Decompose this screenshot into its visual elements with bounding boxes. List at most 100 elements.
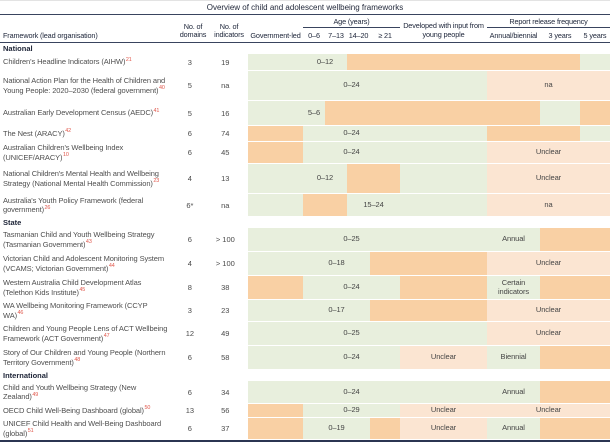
framework-name-text: Australia's Youth Policy Framework (fede…: [3, 195, 144, 214]
indicators-value: 38: [221, 283, 230, 292]
table-title: Overview of child and adolescent wellbei…: [0, 1, 610, 15]
table-row: National Children's Mental Health and We…: [0, 164, 610, 193]
cell-no: [540, 346, 610, 369]
cell-yes: 0–25: [303, 228, 400, 251]
cell-yes: [248, 346, 303, 369]
domains-value: 6: [187, 235, 192, 244]
cell-yes: 5–6: [303, 101, 325, 125]
cell-no: [248, 142, 303, 163]
cell-unclear: Unclear: [487, 252, 610, 275]
cell-yes: 0–24: [303, 126, 400, 141]
cell-yes: 0–24: [303, 381, 400, 403]
domains-value: 6: [187, 353, 192, 362]
reference-link[interactable]: 51: [27, 428, 34, 434]
indicators-value: 16: [221, 108, 230, 118]
reference-link[interactable]: 43: [85, 239, 92, 245]
column-gap: [240, 252, 244, 275]
reference-link[interactable]: 47: [103, 333, 110, 339]
reference-link[interactable]: 45: [79, 287, 86, 293]
cell-unclear: Unclear: [400, 404, 487, 417]
indicators-value: 19: [221, 57, 230, 67]
indicators-value: 74: [221, 129, 230, 138]
column-gap: [240, 164, 244, 193]
framework-name: Western Australia Child Development Atla…: [0, 276, 169, 299]
cell-yes: 0–18: [303, 252, 370, 275]
reference-link[interactable]: 41: [153, 107, 160, 114]
indicators-value: 23: [221, 306, 230, 315]
cell-no: [540, 228, 610, 251]
age-sub-columns: 0–6 7–13 14–20 ≥ 21: [303, 28, 400, 42]
indicators-value: 13: [221, 174, 230, 183]
domains-value: 13: [185, 406, 195, 415]
cell-yes: Annual: [487, 381, 540, 403]
reference-link[interactable]: 40: [158, 85, 165, 91]
reference-link[interactable]: 26: [44, 204, 51, 211]
column-gap: [240, 126, 244, 141]
domains-value: 8: [187, 283, 192, 292]
column-gap: [240, 194, 244, 216]
framework-name-text: Australian Early Development Census (AED…: [3, 107, 160, 118]
framework-name: Story of Our Children and Young People (…: [0, 346, 169, 369]
column-gap: [240, 228, 244, 251]
report-sub-columns: Annual/biennial 3 years 5 years: [487, 28, 610, 42]
cell-yes: [248, 228, 303, 251]
reference-link[interactable]: 50: [144, 405, 151, 412]
table-header-row: Framework (lead organisation) No. of dom…: [0, 15, 610, 43]
col-header-framework: Framework (lead organisation): [3, 31, 98, 40]
row-band: 5–6: [248, 101, 610, 125]
indicators-value: 58: [221, 353, 230, 362]
cell-unclear: Unclear: [400, 418, 487, 439]
framework-name: Australia's Youth Policy Framework (fede…: [0, 194, 169, 216]
cell-yes: 0–24: [303, 71, 400, 100]
framework-name-text: The Nest (ARACY)42: [3, 128, 72, 138]
col-header-age-14-20: 14–20: [348, 31, 369, 40]
row-band: 0–19 Unclear Annual: [248, 418, 610, 439]
cell-yes: [400, 322, 487, 345]
table-row: National Action Plan for the Health of C…: [0, 71, 610, 100]
table-bottom-border: [0, 440, 610, 442]
reference-link[interactable]: 48: [74, 357, 81, 363]
reference-link[interactable]: 44: [108, 263, 115, 269]
cell-no: [540, 276, 610, 299]
reference-link[interactable]: 46: [17, 310, 24, 316]
domains-value: 6: [187, 424, 192, 433]
cell-yes: Annual: [487, 228, 540, 251]
domains-value: 3: [187, 57, 192, 67]
reference-link[interactable]: 42: [65, 128, 72, 135]
cell-no: [370, 418, 400, 439]
framework-name-text: Story of Our Children and Young People (…: [3, 348, 166, 367]
cell-yes: 15–24: [347, 194, 400, 216]
row-band: 0–29 Unclear Unclear: [248, 404, 610, 417]
reference-link[interactable]: 21: [125, 56, 132, 63]
col-header-domains-line1: No. of: [183, 21, 203, 31]
row-band: 0–12: [248, 54, 610, 70]
row-band: 0–24 na: [248, 71, 610, 100]
reference-link[interactable]: 10: [62, 152, 69, 158]
framework-name: Australian Early Development Census (AED…: [0, 101, 169, 125]
table-body: National Children's Headline Indicators (…: [0, 43, 610, 439]
cell-yes: [540, 101, 580, 125]
indicators-value: > 100: [215, 259, 235, 268]
framework-name-text: National Children's Mental Health and We…: [3, 169, 160, 188]
cell-yes: Certain indicators: [487, 276, 540, 299]
table-row: Child and Youth Wellbeing Strategy (New …: [0, 381, 610, 403]
domains-value: 12: [185, 329, 195, 338]
row-band: 0–18 Unclear: [248, 252, 610, 275]
cell-yes: 0–25: [303, 322, 400, 345]
cell-yes: 0–17: [303, 300, 370, 321]
table-row: The Nest (ARACY)42 6 74 0–24: [0, 126, 610, 141]
cell-no: [325, 101, 540, 125]
domains-value: 4: [187, 174, 192, 183]
column-gap: [240, 54, 244, 70]
cell-yes: 0–24: [303, 346, 400, 369]
section-label: State: [3, 218, 22, 227]
reference-link[interactable]: 49: [32, 391, 39, 398]
col-group-age: Age (years) 0–6 7–13 14–20 ≥ 21: [303, 15, 400, 42]
cell-yes: Biennial: [487, 346, 540, 369]
col-header-indicators: No. of indicators: [214, 15, 244, 42]
cell-yes: [248, 71, 303, 100]
column-gap: [240, 322, 244, 345]
reference-link[interactable]: 23: [153, 178, 160, 184]
domains-value: 5: [187, 108, 192, 118]
